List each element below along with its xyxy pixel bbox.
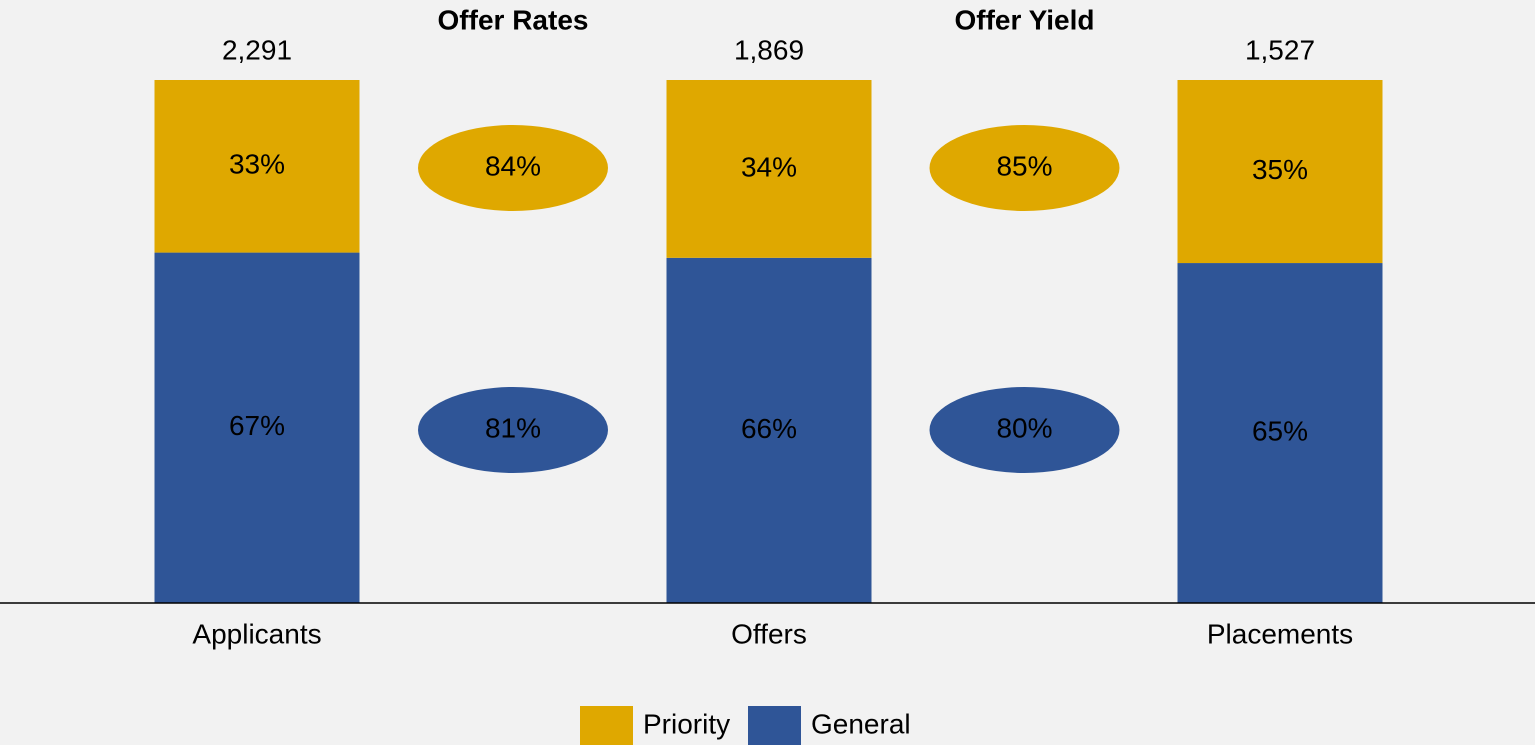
legend-label: General [811,708,911,739]
rate-label: 80% [996,412,1052,443]
segment-label: 35% [1252,154,1308,185]
segment-label: 67% [229,410,285,441]
rate-ellipse [418,387,608,473]
total-label: 2,291 [222,34,292,65]
rate-ellipse [929,125,1120,211]
rate-title: Offer Yield [954,4,1094,35]
segment-label: 33% [229,149,285,180]
rate-ellipse [929,387,1120,473]
bar-segment [1177,80,1383,264]
legend-swatch [580,706,633,745]
bar-segment [666,80,872,258]
bar-segment [154,252,360,603]
rate-label: 85% [996,150,1052,181]
rate-ellipse [418,125,608,211]
x-tick-label: Placements [1207,618,1353,649]
rate-label: 81% [485,412,541,443]
segment-label: 34% [741,151,797,182]
rate-label: 84% [485,150,541,181]
total-label: 1,527 [1245,34,1315,65]
bar-segment [154,80,360,253]
bar-segment [666,257,872,603]
legend-label: Priority [643,708,730,739]
segment-label: 66% [741,413,797,444]
bar-segment [1177,263,1383,603]
x-tick-label: Offers [731,618,807,649]
total-label: 1,869 [734,34,804,65]
rate-title: Offer Rates [438,4,589,35]
segment-label: 65% [1252,415,1308,446]
legend-swatch [748,706,801,745]
x-tick-label: Applicants [192,618,321,649]
